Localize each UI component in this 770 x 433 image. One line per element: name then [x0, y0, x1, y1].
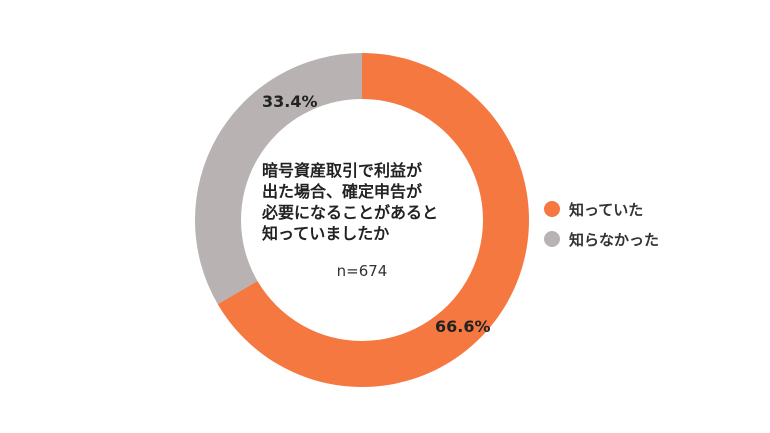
slice-label-known: 66.6% [435, 317, 491, 336]
donut-slices [195, 53, 529, 387]
legend-item-known: 知っていた [544, 196, 659, 222]
sample-size-note: n=674 [336, 262, 388, 280]
legend-item-unknown: 知らなかった [544, 226, 659, 252]
donut-slice-unknown [195, 53, 362, 305]
slice-label-unknown: 33.4% [262, 92, 318, 111]
legend-label-known: 知っていた [569, 200, 644, 219]
legend-swatch-known [544, 201, 560, 217]
legend: 知っていた 知らなかった [544, 196, 659, 256]
donut-slice-known [217, 53, 529, 387]
legend-label-unknown: 知らなかった [569, 230, 660, 249]
legend-swatch-unknown [544, 231, 560, 247]
chart-title: 暗号資産取引で利益が 出た場合、確定申告が 必要になることがあると 知っていまし… [262, 161, 439, 243]
